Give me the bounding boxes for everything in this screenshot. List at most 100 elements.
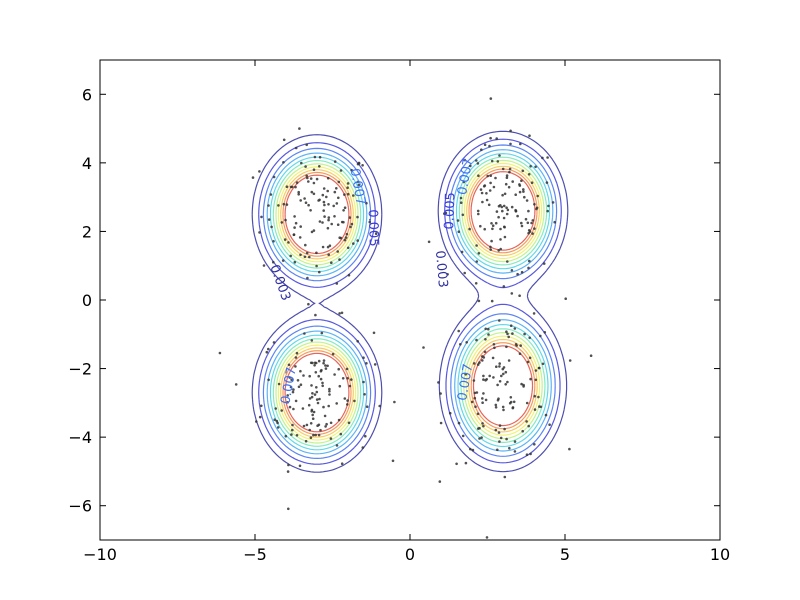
scatter-point xyxy=(348,216,352,219)
scatter-point xyxy=(498,424,502,427)
scatter-point xyxy=(461,434,465,438)
scatter-point xyxy=(312,168,316,171)
scatter-point xyxy=(303,255,307,259)
scatter-point xyxy=(350,168,353,172)
scatter-point xyxy=(344,236,348,239)
scatter-point xyxy=(304,439,308,443)
scatter-point xyxy=(326,176,330,180)
scatter-point xyxy=(524,217,528,221)
scatter-point xyxy=(335,187,338,190)
scatter-point xyxy=(498,319,501,322)
scatter-point xyxy=(489,97,493,100)
scatter-point xyxy=(520,221,523,225)
scatter-point xyxy=(482,378,485,381)
scatter-point xyxy=(526,221,530,225)
scatter-point xyxy=(519,142,522,146)
scatter-point xyxy=(514,210,518,213)
scatter-point xyxy=(490,222,493,225)
scatter-point xyxy=(544,413,548,417)
scatter-point xyxy=(274,407,278,410)
scatter-point xyxy=(352,194,355,197)
scatter-point xyxy=(480,191,484,195)
scatter-point xyxy=(525,401,529,405)
scatter-point xyxy=(475,159,478,162)
scatter-point xyxy=(463,158,467,162)
scatter-point xyxy=(294,221,298,225)
scatter-point xyxy=(515,344,518,347)
scatter-point xyxy=(499,238,502,241)
scatter-point xyxy=(522,383,525,387)
scatter-point xyxy=(489,248,493,251)
scatter-point xyxy=(309,361,313,365)
scatter-point xyxy=(513,450,517,453)
scatter-point xyxy=(510,292,514,295)
scatter-point xyxy=(305,251,309,255)
scatter-point xyxy=(508,446,511,450)
scatter-point xyxy=(280,409,284,412)
scatter-point xyxy=(477,299,481,303)
scatter-point xyxy=(335,282,339,285)
scatter-point xyxy=(527,209,530,213)
scatter-point xyxy=(310,339,314,342)
scatter-point xyxy=(293,215,296,218)
scatter-point xyxy=(295,351,299,355)
y-tick-label: −6 xyxy=(68,497,92,516)
scatter-point xyxy=(342,220,345,224)
scatter-point xyxy=(341,377,345,380)
scatter-point xyxy=(502,204,506,208)
scatter-point xyxy=(345,232,349,236)
scatter-point xyxy=(335,444,339,447)
scatter-point xyxy=(539,334,542,338)
scatter-point xyxy=(490,159,494,163)
scatter-point xyxy=(305,423,309,427)
scatter-point xyxy=(500,374,503,378)
scatter-point xyxy=(469,447,472,451)
scatter-point xyxy=(530,181,534,184)
scatter-point xyxy=(267,204,270,207)
scatter-point xyxy=(448,411,452,415)
scatter-point xyxy=(476,162,480,165)
scatter-point xyxy=(484,398,488,402)
scatter-point xyxy=(373,363,377,366)
scatter-point xyxy=(311,413,315,417)
scatter-point xyxy=(541,156,544,160)
scatter-point xyxy=(496,448,499,452)
scatter-point xyxy=(282,161,285,164)
scatter-point xyxy=(505,345,508,349)
scatter-point xyxy=(520,224,524,228)
scatter-point xyxy=(314,433,318,437)
scatter-point xyxy=(267,347,270,351)
scatter-point xyxy=(489,245,492,249)
scatter-point xyxy=(475,391,479,394)
scatter-point xyxy=(531,232,534,235)
scatter-point xyxy=(343,193,346,196)
scatter-point xyxy=(327,203,330,206)
scatter-point xyxy=(275,419,279,423)
scatter-point xyxy=(498,380,502,383)
scatter-point xyxy=(511,180,514,183)
scatter-point xyxy=(497,204,501,208)
scatter-point xyxy=(475,260,479,263)
scatter-point xyxy=(378,404,382,408)
scatter-point xyxy=(446,273,449,276)
scatter-point xyxy=(323,414,327,418)
scatter-point xyxy=(482,374,485,378)
scatter-point xyxy=(317,433,321,437)
scatter-point xyxy=(523,195,526,199)
scatter-point xyxy=(536,194,539,198)
contour-label: 0.005 xyxy=(442,192,458,230)
scatter-point xyxy=(349,225,352,229)
scatter-point xyxy=(324,425,327,428)
scatter-point xyxy=(287,463,290,467)
scatter-point xyxy=(299,383,303,387)
scatter-point xyxy=(457,329,461,333)
scatter-point xyxy=(502,408,505,412)
scatter-point xyxy=(513,440,517,443)
scatter-point xyxy=(329,437,333,440)
scatter-point xyxy=(306,176,309,180)
scatter-point xyxy=(260,215,263,219)
scatter-point xyxy=(477,174,480,177)
scatter-point xyxy=(361,164,364,167)
scatter-point xyxy=(312,410,316,414)
scatter-point xyxy=(308,428,312,432)
